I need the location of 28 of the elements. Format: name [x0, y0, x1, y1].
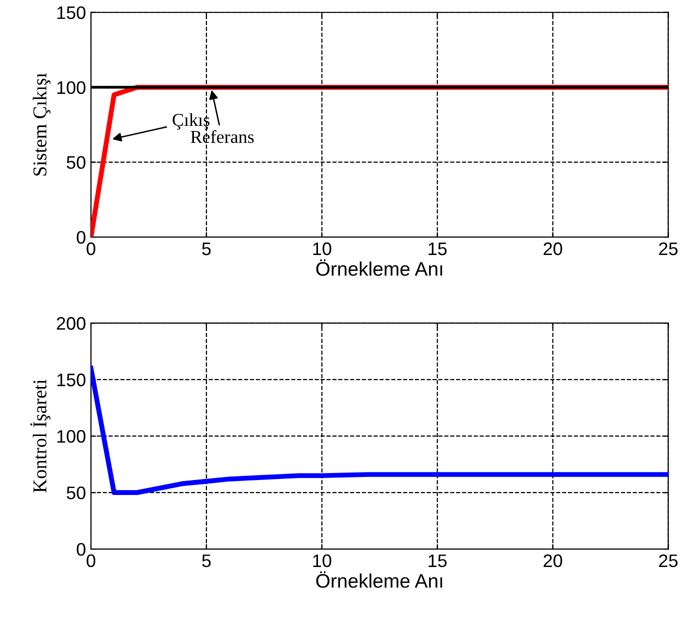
x-tick-label: 10: [313, 554, 332, 568]
y-tick-label: 150: [57, 6, 86, 20]
y-tick-label: 0: [76, 231, 86, 244]
x-tick-label: 0: [86, 242, 96, 256]
x-tick-label: 20: [544, 554, 562, 568]
x-tick-label: 10: [313, 242, 332, 256]
x-tick-label: 5: [202, 242, 211, 256]
annotation: Çıkış: [172, 113, 210, 130]
x-tick-label: 25: [659, 554, 678, 568]
x-tick-label: 15: [428, 242, 447, 256]
x-tick-label: 0: [86, 554, 96, 568]
y-axis-title: Sistem Çıkışı: [32, 72, 50, 176]
y-axis-title: Kontrol İşareti: [30, 379, 50, 492]
x-tick-label: 15: [428, 554, 447, 568]
y-tick-label: 0: [76, 542, 86, 556]
y-tick-label: 50: [66, 156, 86, 169]
x-tick-label: 20: [544, 242, 562, 256]
y-tick-label: 50: [66, 486, 86, 500]
x-tick-label: 25: [659, 242, 678, 256]
x-tick-label: 5: [202, 554, 211, 568]
x-axis-title: Örnekleme Anı: [316, 259, 442, 276]
line-series: [90, 366, 668, 495]
x-axis-title: Örnekleme Anı: [316, 571, 442, 588]
y-tick-label: 150: [57, 374, 86, 386]
y-tick-label: 100: [57, 430, 86, 443]
y-tick-label: 100: [57, 81, 86, 94]
y-tick-label: 200: [56, 317, 86, 330]
annotation: Referans: [190, 130, 254, 144]
